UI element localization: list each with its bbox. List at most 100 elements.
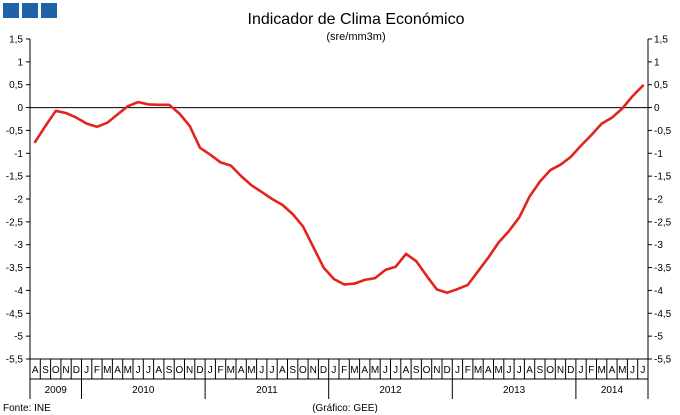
month-label: D [444, 365, 451, 376]
y-tick-label-right: 1,5 [654, 35, 668, 46]
month-label: M [597, 365, 605, 376]
month-label: O [52, 365, 60, 376]
y-tick-label-left: 0,5 [9, 80, 23, 91]
y-tick-label-right: -4 [654, 286, 663, 297]
month-label: S [537, 365, 544, 376]
month-label: J [270, 365, 275, 376]
y-tick-label-right: -5,5 [654, 355, 672, 366]
y-tick-label-right: -3,5 [654, 263, 672, 274]
series-line [33, 84, 645, 295]
month-label: S [42, 365, 49, 376]
y-tick-label-left: 1 [17, 57, 23, 68]
y-tick-label-left: 1,5 [9, 35, 23, 46]
y-tick-label-left: -2,5 [6, 217, 24, 228]
y-tick-label-right: -2,5 [654, 217, 672, 228]
month-label: O [546, 365, 554, 376]
logo-square-1-icon [3, 3, 19, 18]
month-label: N [433, 365, 440, 376]
year-label: 2010 [132, 385, 155, 396]
month-label: J [517, 365, 522, 376]
month-label: J [146, 365, 151, 376]
y-tick-label-left: -5,5 [6, 355, 24, 366]
y-tick-label-left: 0 [17, 103, 23, 114]
month-label: M [247, 365, 255, 376]
y-tick-label-right: -3 [654, 240, 663, 251]
month-label: N [62, 365, 69, 376]
month-label: A [279, 365, 286, 376]
month-label: A [238, 365, 245, 376]
y-tick-label-left: -4 [14, 286, 23, 297]
y-axis-right: 1,5 1 0,5 0 -0,5 -1 -1,5 -2 -2,5 -3 -3,5 -4 -4,5 -5 -5… [648, 35, 672, 366]
month-label: A [361, 365, 368, 376]
month-label: M [618, 365, 626, 376]
y-tick-label-left: -5 [14, 332, 23, 343]
month-label: M [371, 365, 379, 376]
month-label: A [114, 365, 121, 376]
month-label: M [103, 365, 111, 376]
y-tick-label-left: -4,5 [6, 309, 24, 320]
year-label: 2012 [379, 385, 402, 396]
month-label: J [640, 365, 645, 376]
y-tick-label-right: -4,5 [654, 309, 672, 320]
month-label: D [196, 365, 203, 376]
month-label: D [320, 365, 327, 376]
y-tick-label-left: -2 [14, 195, 23, 206]
month-label: D [567, 365, 574, 376]
month-label: J [506, 365, 511, 376]
month-label: J [393, 365, 398, 376]
logo-square-2-icon [22, 3, 38, 18]
month-label: J [208, 365, 213, 376]
month-label: N [310, 365, 317, 376]
y-tick-label-right: -5 [654, 332, 663, 343]
series-layer [33, 84, 645, 295]
year-label: 2011 [256, 385, 278, 396]
chart-title: Indicador de Clima Económico [248, 11, 465, 28]
month-label: J [259, 365, 264, 376]
month-label: S [166, 365, 173, 376]
month-label: J [383, 365, 388, 376]
month-label: D [73, 365, 80, 376]
source-note: Fonte: INE [3, 403, 51, 414]
month-label: J [136, 365, 141, 376]
axes [29, 39, 649, 360]
month-label: F [588, 365, 594, 376]
y-tick-label-right: 0 [654, 103, 660, 114]
month-label: J [455, 365, 460, 376]
y-axis-left: 1,5 1 0,5 0 -0,5 -1 -1,5 -2 -2,5 -3 -3,5 -4 -4,5 -5 -5… [6, 35, 30, 366]
y-tick-label-left: -3 [14, 240, 23, 251]
month-label: F [217, 365, 223, 376]
month-label: S [413, 365, 420, 376]
y-tick-label-left: -1,5 [6, 172, 24, 183]
year-label: 2009 [45, 385, 68, 396]
month-label: S [289, 365, 296, 376]
logo-square-3-icon [41, 3, 57, 18]
month-label: F [465, 365, 471, 376]
chart-subtitle: (sre/mm3m) [326, 31, 385, 43]
month-label: J [331, 365, 336, 376]
month-label: N [186, 365, 193, 376]
month-label: M [350, 365, 358, 376]
credit-note: (Gráfico: GEE) [312, 403, 378, 414]
month-label: J [84, 365, 89, 376]
year-label: 2014 [601, 385, 624, 396]
month-label: A [403, 365, 410, 376]
y-tick-label-left: -3,5 [6, 263, 24, 274]
y-tick-label-right: -0,5 [654, 126, 672, 137]
month-label: A [32, 365, 39, 376]
month-label: M [227, 365, 235, 376]
y-tick-label-left: -0,5 [6, 126, 24, 137]
month-label: F [94, 365, 100, 376]
month-label: J [630, 365, 635, 376]
y-tick-label-right: -2 [654, 195, 663, 206]
month-label: O [175, 365, 183, 376]
y-tick-label-right: -1,5 [654, 172, 672, 183]
month-label: J [579, 365, 584, 376]
month-label: M [124, 365, 132, 376]
month-label: M [474, 365, 482, 376]
month-label: N [557, 365, 564, 376]
month-label: A [609, 365, 616, 376]
y-tick-label-right: -1 [654, 149, 663, 160]
month-label: A [485, 365, 492, 376]
